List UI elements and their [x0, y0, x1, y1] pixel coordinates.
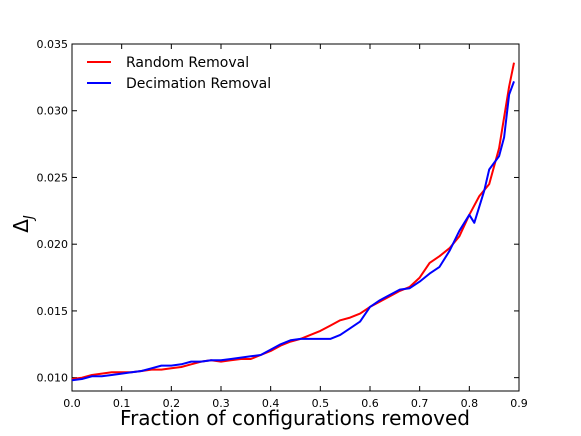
- x-tick-label: 0.0: [63, 397, 81, 410]
- legend-label-random-removal: Random Removal: [126, 55, 249, 71]
- x-tick-label: 0.7: [411, 397, 429, 410]
- series-line-decimation-removal: [71, 81, 515, 382]
- x-tick-label: 0.5: [312, 397, 330, 410]
- x-tick-label: 0.6: [361, 397, 379, 410]
- plot-area: [71, 43, 520, 392]
- y-tick-label: 0.010: [37, 372, 69, 385]
- y-axis-label: ΔJ: [9, 215, 37, 233]
- x-tick-label: 0.2: [163, 397, 181, 410]
- x-tick-label: 0.3: [212, 397, 230, 410]
- axis-ticks: 0.0 0.1 0.2 0.3 0.4 0.5 0.6 0.7 0.8 0.9 0.010 0.015…: [37, 38, 528, 410]
- y-tick-label: 0.035: [37, 38, 69, 51]
- x-tick-label: 0.4: [262, 397, 280, 410]
- y-tick-label: 0.030: [37, 105, 69, 118]
- y-tick-label: 0.015: [37, 305, 69, 318]
- legend-label-decimation-removal: Decimation Removal: [126, 76, 271, 92]
- series-lines: [71, 62, 515, 382]
- x-axis-label: Fraction of configurations removed: [120, 406, 470, 430]
- svg-text:ΔJ: ΔJ: [9, 215, 37, 233]
- y-tick-label: 0.020: [37, 238, 69, 251]
- x-tick-label: 0.8: [461, 397, 479, 410]
- y-tick-label: 0.025: [37, 171, 69, 184]
- x-tick-label: 0.1: [113, 397, 131, 410]
- x-tick-label: 0.9: [510, 397, 528, 410]
- legend: Random Removal Decimation Removal: [87, 55, 271, 92]
